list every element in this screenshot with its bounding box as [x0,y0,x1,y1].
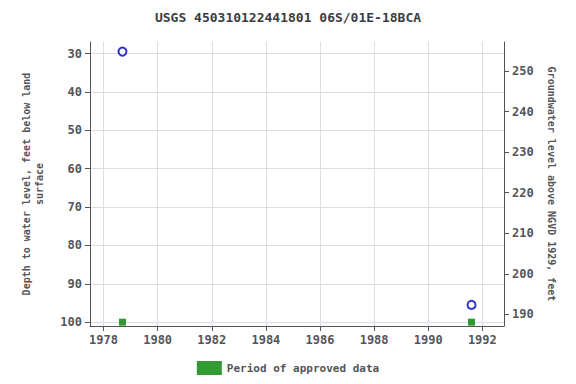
svg-text:1986: 1986 [306,333,335,347]
svg-text:50: 50 [68,123,82,137]
svg-text:60: 60 [68,162,82,176]
svg-text:Period of approved data: Period of approved data [227,362,379,375]
svg-text:80: 80 [68,238,82,252]
svg-text:surface: surface [34,163,45,205]
svg-text:210: 210 [512,226,534,240]
svg-text:Depth to water level, feet bel: Depth to water level, feet below land [21,73,32,296]
svg-text:220: 220 [512,186,534,200]
svg-text:1982: 1982 [197,333,226,347]
svg-text:100: 100 [60,315,82,329]
svg-text:1992: 1992 [468,333,497,347]
svg-text:1990: 1990 [414,333,443,347]
svg-text:30: 30 [68,47,82,61]
svg-text:1978: 1978 [89,333,118,347]
svg-text:230: 230 [512,145,534,159]
svg-text:250: 250 [512,64,534,78]
svg-text:Groundwater level above NGVD 1: Groundwater level above NGVD 1929, feet [546,67,557,302]
svg-text:1980: 1980 [143,333,172,347]
svg-text:190: 190 [512,307,534,321]
svg-text:1988: 1988 [360,333,389,347]
svg-text:1984: 1984 [251,333,280,347]
svg-text:40: 40 [68,85,82,99]
svg-text:90: 90 [68,277,82,291]
svg-text:USGS 450310122441801 06S/01E-1: USGS 450310122441801 06S/01E-18BCA [155,10,421,25]
svg-text:240: 240 [512,105,534,119]
svg-text:200: 200 [512,267,534,281]
svg-text:70: 70 [68,200,82,214]
